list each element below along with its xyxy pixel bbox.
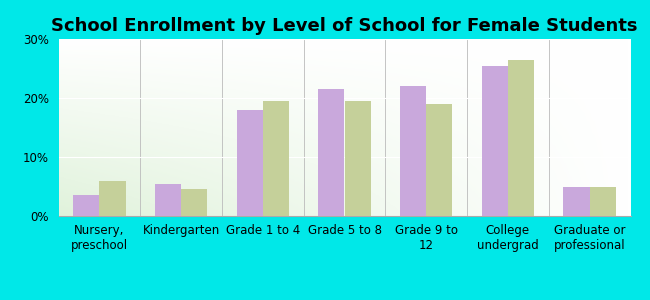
- Bar: [590, 187, 616, 216]
- Bar: [73, 195, 99, 216]
- Title: School Enrollment by Level of School for Female Students: School Enrollment by Level of School for…: [51, 17, 638, 35]
- Bar: [181, 190, 207, 216]
- Bar: [482, 65, 508, 216]
- Bar: [263, 101, 289, 216]
- Bar: [564, 187, 590, 216]
- Bar: [508, 60, 534, 216]
- Bar: [155, 184, 181, 216]
- Bar: [99, 181, 125, 216]
- Bar: [344, 101, 370, 216]
- Bar: [237, 110, 263, 216]
- Bar: [400, 86, 426, 216]
- Bar: [426, 104, 452, 216]
- Bar: [318, 89, 344, 216]
